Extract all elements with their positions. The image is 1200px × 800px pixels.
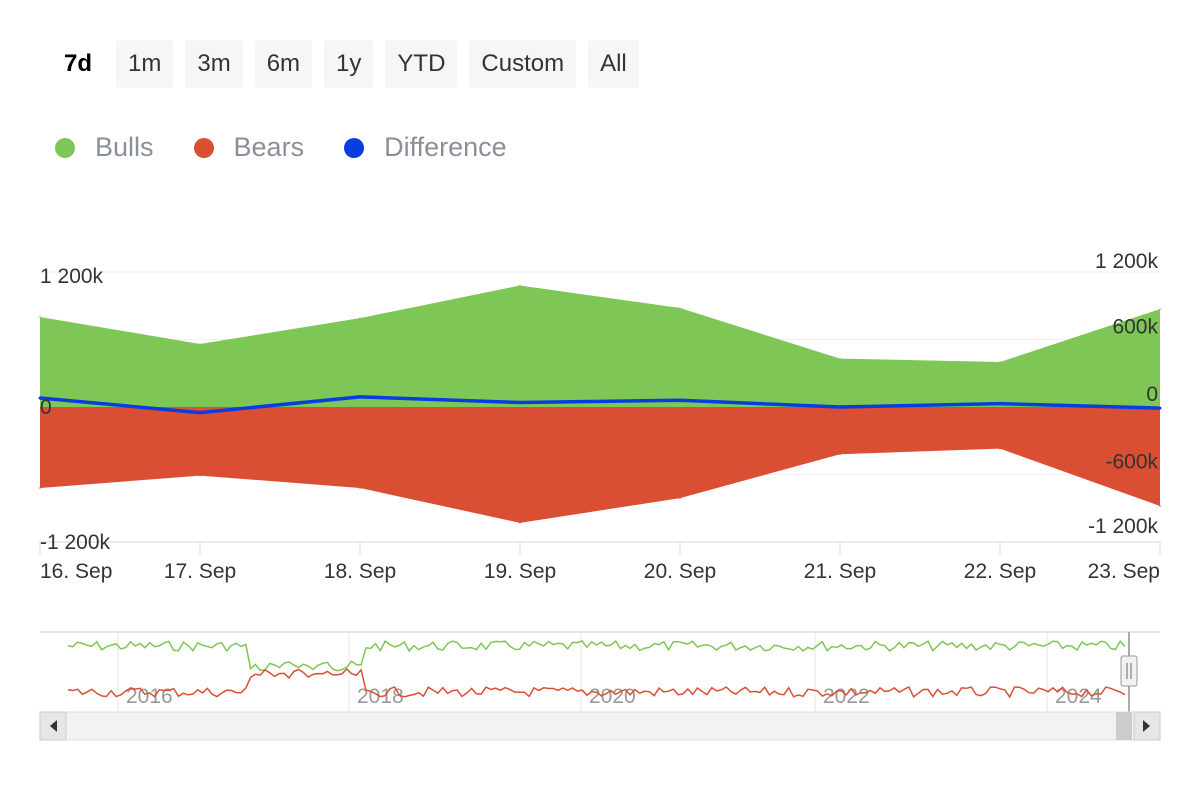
x-tick-label: 17. Sep	[164, 560, 236, 583]
difference-point	[998, 402, 1002, 406]
scrollbar-thumb[interactable]	[1116, 712, 1132, 740]
bears-point	[679, 497, 681, 499]
legend-dot-difference	[344, 137, 365, 158]
range-button-1y[interactable]: 1y	[324, 40, 374, 88]
x-tick-label: 18. Sep	[324, 560, 396, 583]
y-right-tick-label: 1 200k	[1095, 250, 1159, 273]
range-button-7d[interactable]: 7d	[64, 50, 93, 77]
range-button-all[interactable]: All	[588, 40, 639, 88]
series-areas	[40, 285, 1160, 523]
bears-point	[999, 447, 1001, 450]
bulls-point	[1159, 308, 1161, 310]
y-left-tick-label: 1 200k	[40, 265, 104, 288]
bears-point	[839, 453, 841, 456]
legend-dot-bulls	[55, 137, 75, 158]
legend-item-bears[interactable]: Bears	[193, 132, 305, 163]
difference-point	[358, 395, 362, 399]
y-right-tick-label: 600k	[1112, 316, 1158, 339]
x-tick-label: 23. Sep	[1088, 560, 1160, 583]
navigator-year-label: 2024	[1055, 685, 1102, 708]
y-right-tick-label: -1 200k	[1088, 515, 1159, 538]
range-button-custom[interactable]: Custom	[469, 40, 577, 88]
scrollbar	[39, 711, 1161, 741]
difference-point	[678, 398, 682, 402]
range-button-1m[interactable]: 1m	[116, 40, 174, 88]
scroll-left-button[interactable]	[39, 711, 67, 741]
navigator-bears-line	[67, 667, 1126, 699]
x-tick-label: 16. Sep	[40, 560, 112, 583]
legend-item-difference[interactable]: Difference	[344, 132, 507, 163]
bulls-point	[999, 361, 1001, 363]
y-left-tick-label: -1 200k	[40, 531, 111, 554]
y-left-tick-label: 0	[40, 396, 52, 419]
x-tick-label: 20. Sep	[644, 560, 716, 583]
range-button-ytd[interactable]: YTD	[385, 40, 458, 88]
difference-point	[38, 396, 42, 400]
y-axis-left: 1 200k 0 -1 200k	[40, 265, 111, 554]
bulls-point	[359, 317, 361, 319]
navigator-handle[interactable]	[1120, 655, 1138, 687]
bears-point	[519, 522, 521, 524]
difference-point	[838, 405, 842, 409]
x-tick-label: 21. Sep	[804, 560, 876, 583]
legend: Bulls Bears Difference	[55, 132, 507, 163]
y-axis-right: 1 200k 600k 0 -600k -1 200k	[1088, 250, 1159, 538]
difference-point	[518, 401, 522, 404]
bulls-point	[519, 284, 521, 287]
navigator-bulls-line	[67, 639, 1126, 672]
legend-label: Bulls	[95, 132, 154, 162]
range-button-3m[interactable]: 3m	[185, 40, 243, 88]
x-tick-label: 19. Sep	[484, 560, 556, 583]
y-right-tick-label: 0	[1146, 383, 1158, 406]
legend-item-bulls[interactable]: Bulls	[55, 132, 154, 163]
bears-point	[1159, 505, 1161, 507]
x-axis: 16. Sep 17. Sep 18. Sep 19. Sep 20. Sep 21. S…	[39, 541, 1161, 583]
legend-label: Bears	[233, 132, 305, 162]
range-button-6m[interactable]: 6m	[254, 40, 313, 88]
difference-point	[1158, 406, 1162, 410]
navigator-year-label: 2022	[823, 685, 870, 708]
area-bears	[40, 407, 1160, 523]
y-right-tick-label: -600k	[1105, 451, 1158, 474]
difference-point	[198, 411, 202, 415]
scroll-right-arrow-icon	[1143, 720, 1150, 732]
bears-point	[359, 487, 361, 489]
bulls-point	[679, 307, 681, 309]
series-lines	[38, 284, 1162, 524]
legend-label: Difference	[384, 132, 507, 162]
bears-point	[39, 487, 41, 489]
bears-point	[199, 474, 201, 477]
navigator: 2016 2018 2020 2022 2024	[40, 631, 1160, 712]
scroll-left-arrow-icon	[50, 720, 57, 732]
bulls-point	[839, 357, 841, 360]
navigator-year-label: 2020	[589, 685, 636, 708]
x-tick-label: 22. Sep	[964, 560, 1036, 583]
range-selector: 7d 1m 3m 6m 1y YTD Custom All	[52, 40, 639, 88]
bulls-point	[199, 343, 201, 345]
area-bulls	[40, 285, 1160, 407]
legend-dot-bears	[193, 137, 214, 158]
bulls-point	[39, 316, 41, 318]
line-difference	[39, 395, 1161, 415]
scrollbar-track[interactable]	[39, 711, 1161, 741]
